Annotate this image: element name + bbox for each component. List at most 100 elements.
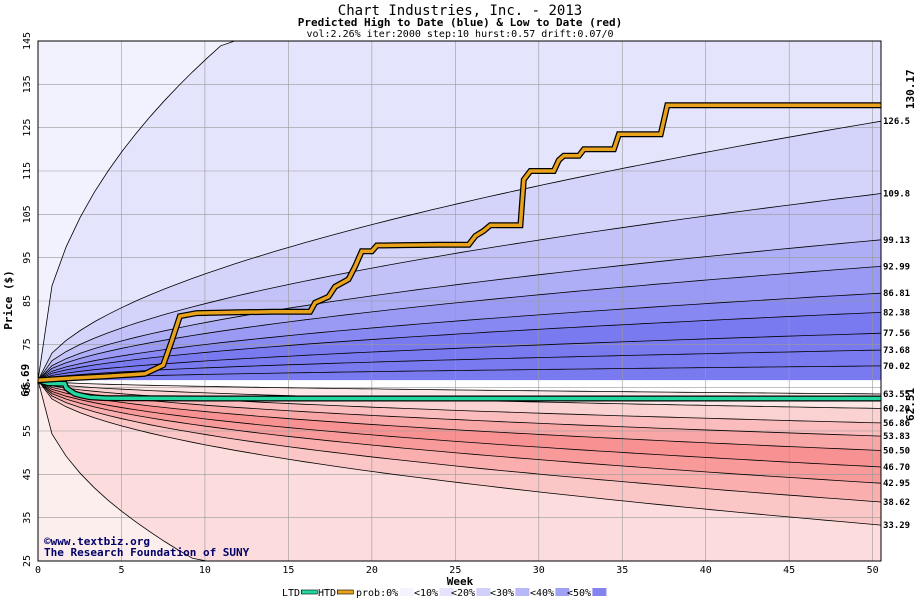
low-quantile-line — [37, 380, 882, 526]
low-band-2 — [38, 380, 881, 423]
y-tick-label: 25 — [22, 555, 33, 567]
high-band-5 — [38, 266, 881, 381]
y-tick-label: 55 — [22, 425, 33, 437]
y-tick-label: 65 — [22, 382, 33, 394]
quantile-end-label: 109.8 — [883, 190, 910, 200]
x-tick-label: 45 — [783, 565, 795, 576]
x-tick-label: 5 — [118, 565, 124, 576]
htd-line — [37, 103, 881, 383]
quantile-end-label: 92.99 — [883, 262, 910, 272]
quantile-end-label: 60.20 — [883, 404, 910, 414]
low-quantile-line — [37, 380, 882, 484]
x-tick-label: 25 — [449, 565, 461, 576]
legend-label: <40% — [530, 588, 554, 599]
legend-label: <30% — [490, 588, 514, 599]
high-quantile-line — [37, 120, 882, 381]
ltd-final-label: 62.51 — [904, 388, 917, 421]
y-tick-label: 145 — [22, 32, 33, 50]
legend-swatch — [592, 588, 607, 596]
quantile-end-label: 73.68 — [883, 346, 910, 356]
axis-ticks: 0 5 10 15 20 25 30 35 40 45 50 25 35 45 55 65 75 85 95 105 1… — [22, 32, 879, 576]
x-axis-label: Week — [447, 575, 474, 588]
high-band-3 — [38, 193, 881, 381]
low-quantile-line — [37, 379, 882, 437]
legend-swatch — [300, 589, 318, 595]
chart-title: Chart Industries, Inc. - 2013 — [338, 3, 582, 19]
quantile-end-label: 50.50 — [883, 447, 910, 457]
quantile-end-label: 38.62 — [883, 498, 910, 508]
y-tick-label: 35 — [22, 512, 33, 524]
quantile-end-label: 63.55 — [883, 390, 910, 400]
x-tick-label: 10 — [199, 565, 211, 576]
high-quantile-line — [37, 266, 882, 381]
y-tick-label: 45 — [22, 468, 33, 480]
y-tick-label: 115 — [22, 162, 33, 180]
x-tick-label: 15 — [282, 565, 294, 576]
high-quantile-line — [37, 312, 882, 381]
high-quantile-line — [37, 332, 882, 381]
copyright-text: ©www.textbiz.org — [44, 535, 150, 548]
y-axis-label: Price ($) — [2, 270, 15, 330]
legend: LTD HTD prob:0% <10% <20% <30% <40% <50% — [282, 588, 607, 599]
high-band-1 — [38, 41, 881, 381]
low-band-7 — [38, 380, 881, 502]
start-value-label: 66.69 — [19, 364, 32, 397]
low-band-4 — [38, 380, 881, 451]
legend-swatch — [476, 588, 491, 596]
low-quantile-line — [37, 380, 882, 503]
htd-final-label: 130.17 — [904, 69, 917, 109]
quantile-end-label: 86.81 — [883, 289, 910, 299]
quantile-end-label: 46.70 — [883, 463, 910, 473]
chart-parameters: vol:2.26% iter:2000 step:10 hurst:0.57 d… — [306, 29, 613, 40]
quantile-end-label: 70.02 — [883, 362, 910, 372]
y-tick-label: 105 — [22, 205, 33, 223]
high-quantile-line — [37, 193, 882, 381]
legend-swatch — [515, 588, 530, 596]
low-band-10 — [38, 380, 881, 561]
quantile-end-label: 56.86 — [883, 419, 910, 429]
legend-label: prob:0% — [356, 588, 398, 599]
x-tick-label: 30 — [533, 565, 545, 576]
legend-label: HTD — [318, 588, 336, 599]
low-band-5 — [38, 380, 881, 467]
quantile-end-label: 42.95 — [883, 479, 910, 489]
high-band-8 — [38, 333, 881, 381]
y-tick-label: 75 — [22, 338, 33, 350]
x-tick-label: 50 — [867, 565, 879, 576]
legend-label: <20% — [451, 588, 475, 599]
low-quantile-line — [37, 379, 882, 468]
quantile-end-label: 99.13 — [883, 236, 910, 246]
organization-text: The Research Foundation of SUNY — [44, 546, 250, 559]
x-tick-label: 35 — [616, 565, 628, 576]
low-band-3 — [38, 380, 881, 437]
high-band-7 — [38, 312, 881, 381]
quantile-bands — [38, 41, 881, 561]
ltd-line — [37, 378, 881, 401]
x-tick-label: 0 — [35, 565, 41, 576]
high-quantile-line — [37, 349, 882, 381]
legend-label: LTD — [282, 588, 300, 599]
y-tick-label: 85 — [22, 295, 33, 307]
quantile-end-label: 77.56 — [883, 329, 910, 339]
low-quantile-line — [37, 379, 882, 451]
x-tick-label: 40 — [700, 565, 712, 576]
high-band-6 — [38, 293, 881, 381]
plot-frame — [37, 40, 882, 562]
legend-swatch — [336, 589, 354, 595]
legend-swatch — [439, 588, 454, 596]
y-tick-label: 95 — [22, 252, 33, 264]
high-band-10 — [38, 365, 881, 381]
x-tick-label: 20 — [366, 565, 378, 576]
legend-swatch — [399, 588, 414, 596]
low-band-8 — [38, 380, 881, 526]
quantile-end-label: 126.5 — [883, 117, 910, 127]
y-tick-label: 135 — [22, 75, 33, 93]
low-band-9 — [38, 380, 881, 561]
series — [37, 102, 881, 402]
legend-label: <10% — [414, 588, 438, 599]
legend-swatch — [555, 588, 570, 596]
low-quantile-line — [37, 379, 882, 395]
quantile-end-labels: 126.5 109.8 99.13 92.99 86.81 82.38 77.56 73.68… — [883, 117, 910, 531]
high-quantile-line — [37, 292, 882, 381]
